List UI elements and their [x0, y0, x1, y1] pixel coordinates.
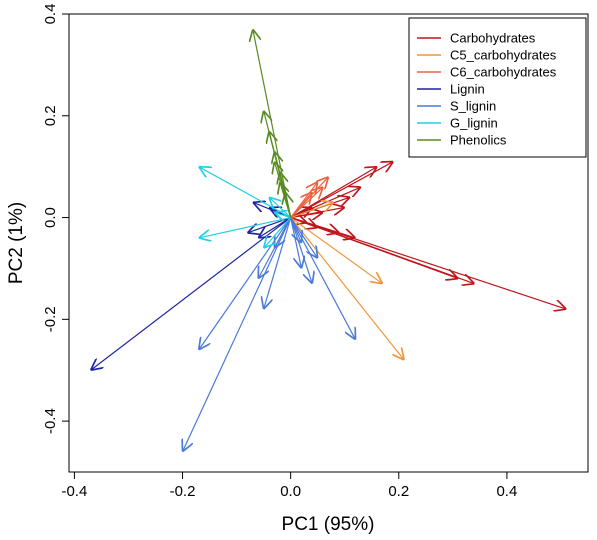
y-tick-label: 0.0 — [42, 207, 59, 228]
y-tick-label: -0.4 — [42, 408, 59, 434]
loading-arrow — [290, 217, 302, 243]
loading-arrow — [290, 217, 318, 259]
x-tick-label: 0.0 — [280, 483, 301, 500]
x-axis-title: PC1 (95%) — [282, 514, 375, 535]
y-tick-label: 0.4 — [42, 4, 59, 25]
loading-vectors — [91, 29, 567, 451]
legend-label: G_lignin — [450, 116, 498, 131]
loading-arrow — [183, 217, 292, 452]
plot-frame — [68, 13, 589, 473]
loading-arrow — [91, 217, 292, 371]
loading-arrow — [290, 218, 307, 223]
x-tick-label: 0.4 — [496, 483, 517, 500]
loading-arrow — [290, 217, 313, 284]
loading-arrow — [290, 192, 313, 218]
legend: Carbohydrates C5_carbohydrates C6_carbohyd… — [408, 17, 587, 158]
legend-label: Lignin — [450, 82, 485, 97]
loading-arrow — [290, 187, 323, 218]
legend-label: C6_carbohydrates — [450, 65, 557, 80]
vector-series-phenolics — [253, 29, 292, 218]
legend-label: S_lignin — [450, 99, 496, 114]
loading-arrow — [199, 217, 292, 350]
x-tick-label: -0.2 — [170, 483, 196, 500]
x-tick-label: 0.2 — [388, 483, 409, 500]
loading-arrow — [290, 217, 405, 360]
y-axis-title: PC2 (1%) — [6, 202, 27, 284]
loading-arrow — [253, 29, 292, 218]
legend-label: Phenolics — [450, 133, 507, 148]
vector-series-s-lignin — [183, 217, 356, 452]
loading-arrow — [285, 192, 290, 218]
vector-series-g-lignin — [199, 167, 292, 249]
x-tick-label: -0.4 — [61, 483, 87, 500]
loading-arrow — [264, 217, 292, 310]
loading-arrow — [274, 212, 291, 217]
y-tick-label: 0.2 — [42, 105, 59, 126]
loading-arrow — [290, 202, 334, 219]
vector-series-lignin — [91, 202, 292, 371]
vector-series-carbohydrates — [290, 162, 567, 310]
vector-series-c5-carbohydrates — [290, 202, 405, 360]
x-axis: -0.4 -0.2 0.0 0.2 0.4 — [61, 472, 517, 500]
loading-arrow — [264, 217, 292, 249]
vector-series-c6-carbohydrates — [290, 177, 329, 218]
loading-arrow — [290, 217, 383, 284]
legend-box — [408, 17, 587, 158]
y-axis: -0.4 -0.2 0.0 0.2 0.4 — [42, 4, 69, 434]
legend-label: C5_carbohydrates — [450, 48, 557, 63]
y-tick-label: -0.2 — [42, 306, 59, 332]
legend-label: Carbohydrates — [450, 31, 536, 46]
loading-arrow — [274, 217, 292, 249]
loading-arrow — [199, 167, 291, 219]
